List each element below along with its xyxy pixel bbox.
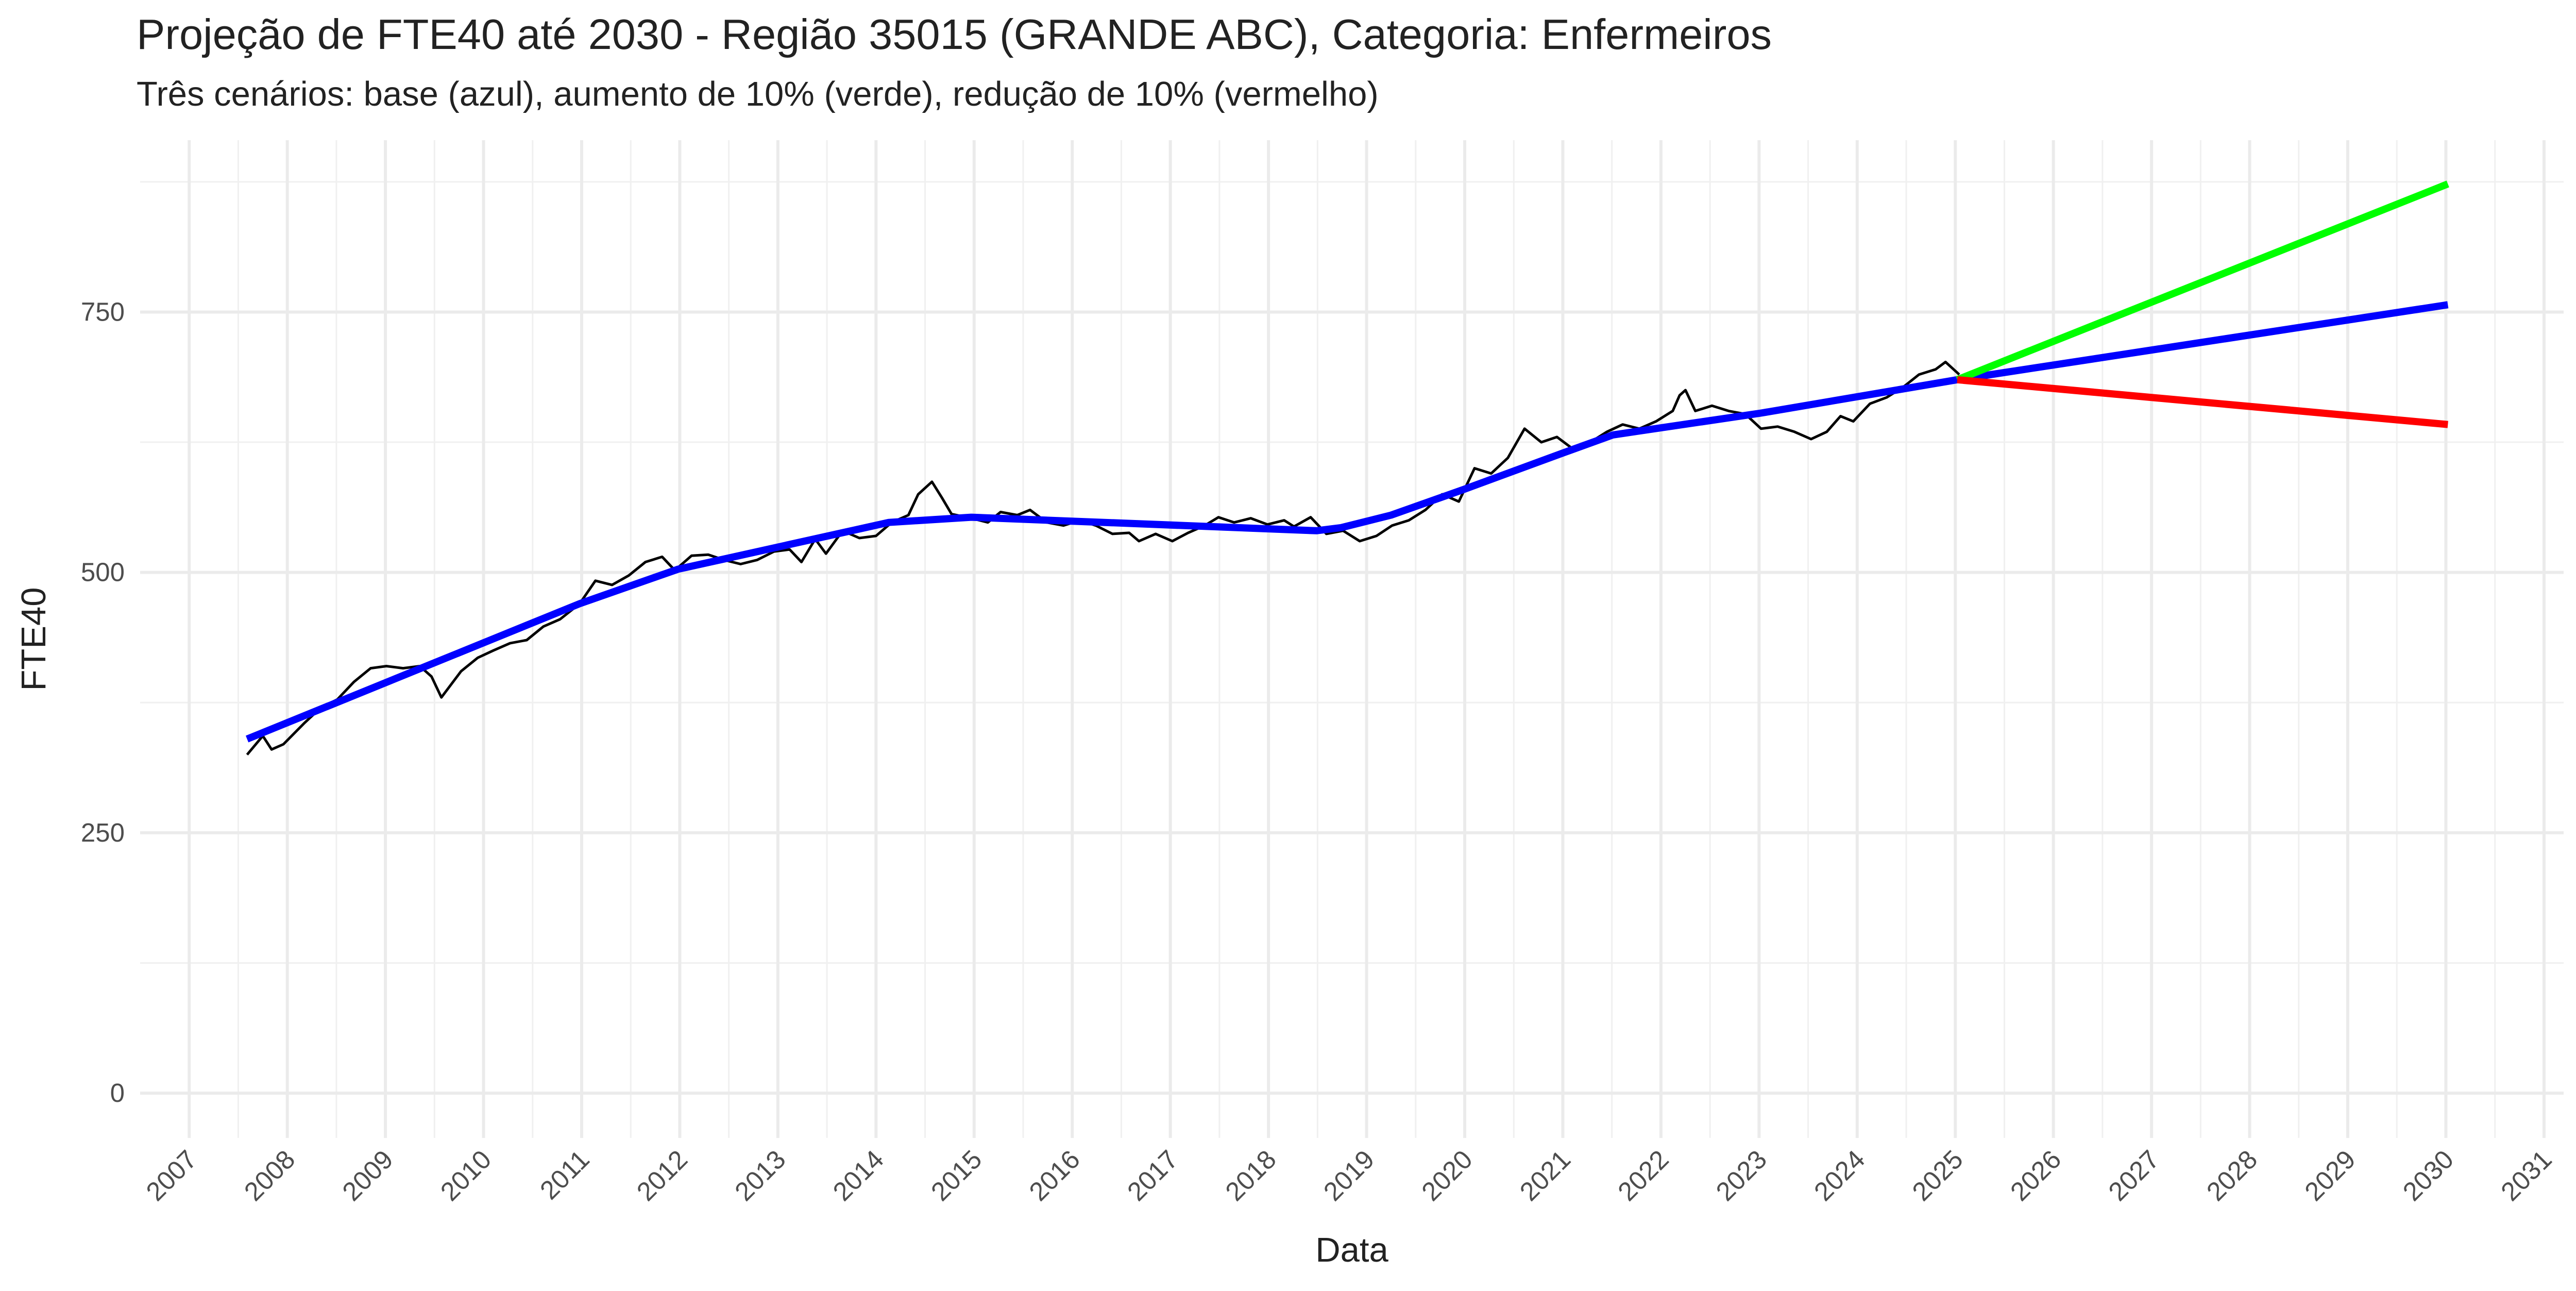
x-tick-label: 2016 [1023,1144,1086,1206]
x-tick-label: 2021 [1514,1144,1577,1206]
x-tick-label: 2017 [1122,1144,1184,1206]
x-tick-label: 2019 [1318,1144,1380,1206]
x-tick-label: 2028 [2201,1144,2263,1206]
y-tick-label: 500 [81,558,125,587]
x-tick-label: 2022 [1612,1144,1674,1206]
series-line [1957,376,2448,428]
y-axis-label: FTE40 [14,587,53,691]
x-tick-label: 2030 [2397,1144,2460,1206]
x-tick-label: 2020 [1416,1144,1478,1206]
y-tick-label: 750 [81,297,125,326]
x-tick-label: 2010 [435,1144,497,1206]
series-line [246,360,1960,756]
x-tick-label: 2026 [2005,1144,2067,1206]
series-line [245,301,2449,743]
layer: 0 250 500 750 2007 2008 2009 2010 2011 2012 2013 20… [81,297,2557,1206]
x-tick-label: 2013 [729,1144,791,1206]
y-tick-label: 0 [110,1078,125,1108]
series-line [1956,180,2449,383]
x-axis-label: Data [1315,1231,1388,1269]
x-tick-label: 2024 [1808,1144,1871,1206]
x-tick-label: 2008 [239,1144,301,1206]
layer [245,180,2449,756]
x-tick-label: 2029 [2299,1144,2361,1206]
x-tick-label: 2014 [827,1144,890,1206]
x-tick-label: 2031 [2495,1144,2557,1206]
x-tick-label: 2015 [925,1144,988,1206]
y-tick-label: 250 [81,818,125,847]
layer [140,140,2564,1138]
x-tick-label: 2011 [534,1144,595,1205]
chart-subtitle: Três cenários: base (azul), aumento de 1… [137,75,1379,113]
x-tick-label: 2025 [1906,1144,1969,1206]
x-tick-label: 2009 [336,1144,399,1206]
chart-title: Projeção de FTE40 até 2030 - Região 3501… [137,10,1772,58]
x-tick-label: 2012 [631,1144,693,1206]
x-tick-label: 2023 [1710,1144,1773,1206]
x-tick-label: 2027 [2103,1144,2165,1206]
x-tick-label: 2018 [1219,1144,1282,1206]
x-tick-label: 2007 [140,1144,202,1206]
